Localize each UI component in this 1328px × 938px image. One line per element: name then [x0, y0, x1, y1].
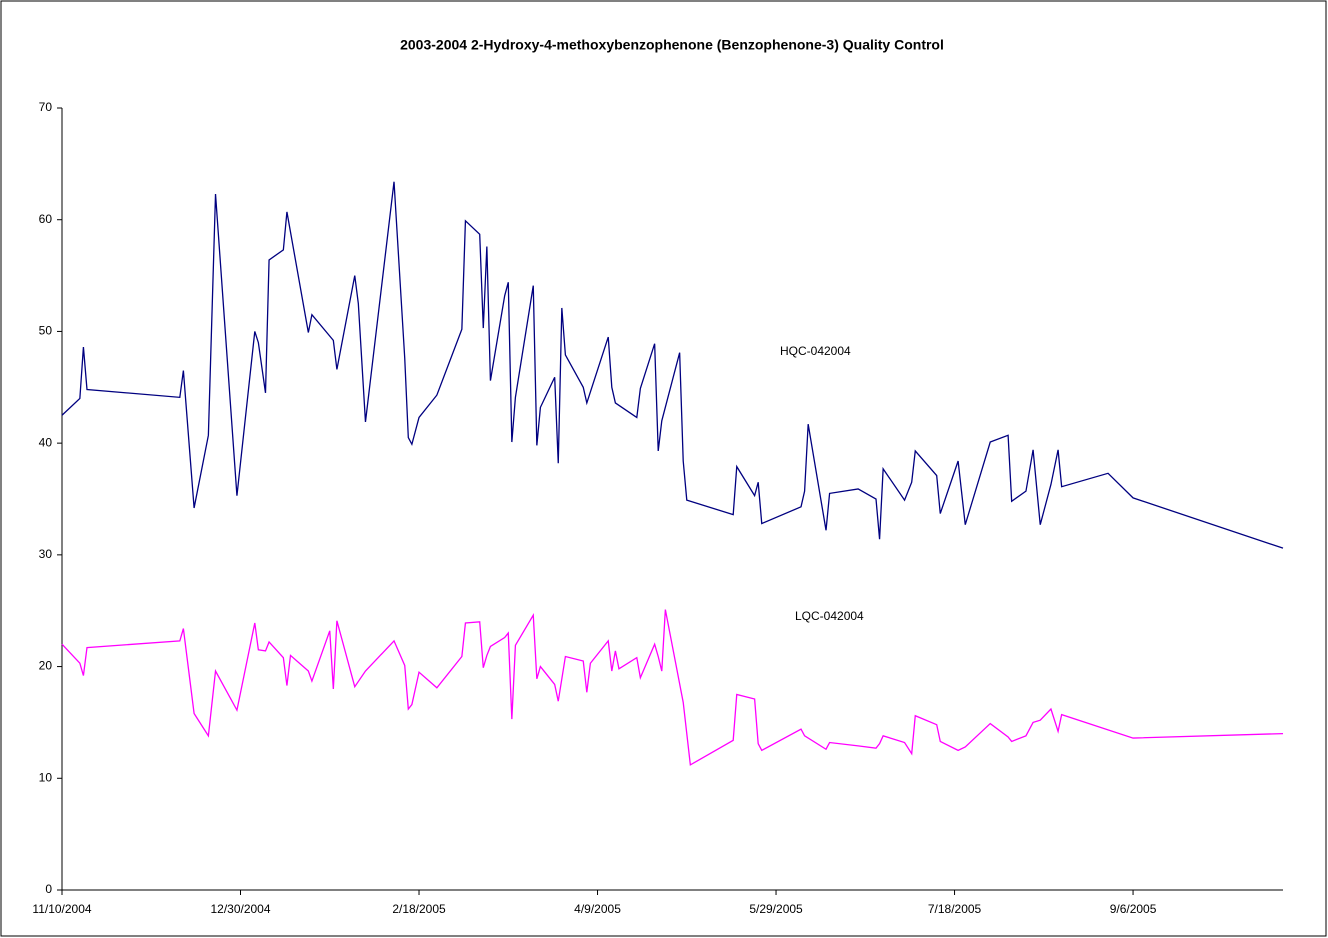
series-line: [61, 181, 1284, 549]
series-label: HQC-042004: [780, 344, 851, 358]
y-tick-label: 60: [39, 212, 53, 226]
y-tick-label: 40: [39, 435, 53, 449]
x-tick-label: 7/18/2005: [928, 902, 982, 916]
x-tick-label: 4/9/2005: [574, 902, 621, 916]
y-tick-label: 20: [39, 659, 53, 673]
y-tick-label: 50: [39, 324, 53, 338]
series-label: LQC-042004: [795, 609, 864, 623]
y-tick-label: 70: [39, 100, 53, 114]
x-tick-label: 11/10/2004: [32, 902, 91, 916]
series-line: [61, 609, 1284, 766]
y-tick-label: 30: [39, 547, 53, 561]
x-tick-label: 5/29/2005: [749, 902, 803, 916]
x-tick-label: 12/30/2004: [210, 902, 270, 916]
x-tick-label: 2/18/2005: [392, 902, 446, 916]
y-tick-label: 10: [39, 770, 53, 784]
y-tick-label: 0: [45, 882, 52, 896]
x-tick-label: 9/6/2005: [1110, 902, 1157, 916]
chart-title: 2003-2004 2-Hydroxy-4-methoxybenzophenon…: [400, 37, 944, 53]
